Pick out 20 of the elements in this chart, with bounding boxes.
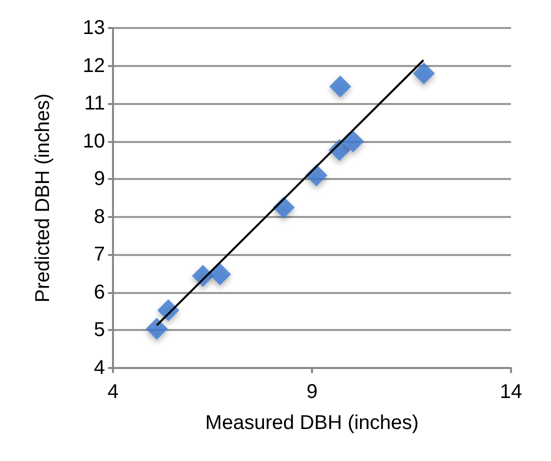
y-axis-title: Predicted DBH (inches) [32, 94, 54, 302]
y-tick-label: 5 [94, 319, 105, 342]
y-tick-label: 4 [94, 357, 105, 379]
x-axis-title: Measured DBH (inches) [205, 412, 419, 434]
y-tick-label: 10 [82, 130, 105, 152]
point [329, 76, 352, 98]
x-tick-label: 9 [306, 381, 318, 403]
y-tick-label: 11 [84, 92, 105, 115]
point [209, 263, 232, 286]
point [146, 318, 168, 340]
y-tick-label: 6 [94, 281, 105, 304]
y-tick-label: 7 [94, 244, 105, 266]
y-tick-label: 13 [82, 17, 105, 39]
x-tick-label: 14 [500, 381, 522, 403]
point [412, 62, 435, 84]
y-tick-label: 12 [82, 54, 105, 77]
point [342, 130, 364, 152]
y-tick-label: 8 [94, 206, 105, 228]
y-tick-label: 9 [94, 168, 105, 190]
x-tick-label: 4 [107, 381, 119, 403]
